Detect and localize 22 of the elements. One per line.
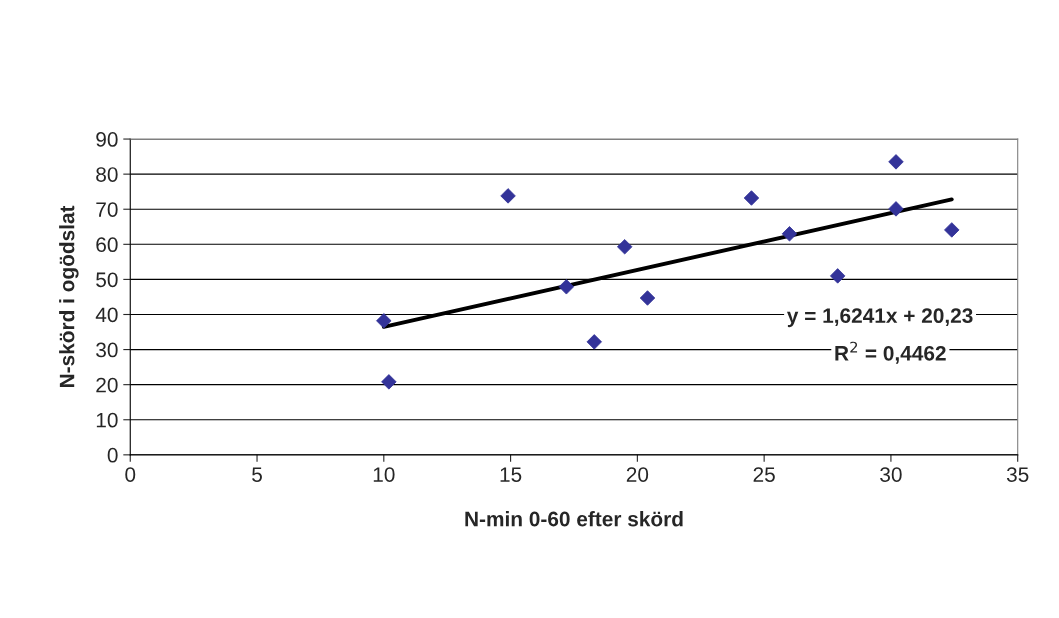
annotation: y = 1,6241x + 20,23 bbox=[786, 308, 973, 328]
y-tick-label: 30 bbox=[96, 342, 118, 358]
x-tick-label: 20 bbox=[626, 467, 649, 482]
y-tick-label: 20 bbox=[96, 377, 118, 393]
x-tick-label: 25 bbox=[753, 467, 775, 482]
annotation: R$^{2}$ = 0,4462 bbox=[835, 341, 946, 364]
y-tick-label: 90 bbox=[96, 132, 118, 147]
y-tick-label: 50 bbox=[96, 272, 118, 288]
y-tick-label: 60 bbox=[96, 237, 118, 253]
y-tick-label: 0 bbox=[107, 447, 118, 463]
y-tick-label: 80 bbox=[96, 167, 118, 182]
x-tick-label: 15 bbox=[500, 467, 522, 482]
y-axis-title: N-skörd i ogödslat bbox=[59, 205, 79, 387]
x-tick-label: 5 bbox=[252, 467, 262, 482]
x-tick-label: 35 bbox=[1006, 467, 1029, 482]
x-tick-label: 30 bbox=[880, 467, 902, 482]
y-tick-label: 10 bbox=[96, 412, 118, 428]
x-tick-label: 0 bbox=[125, 467, 136, 482]
y-tick-label: 40 bbox=[95, 307, 118, 323]
x-axis-title: N-min 0-60 efter skörd bbox=[465, 511, 683, 527]
x-tick-label: 10 bbox=[373, 467, 395, 482]
y-tick-label: 70 bbox=[96, 202, 118, 217]
